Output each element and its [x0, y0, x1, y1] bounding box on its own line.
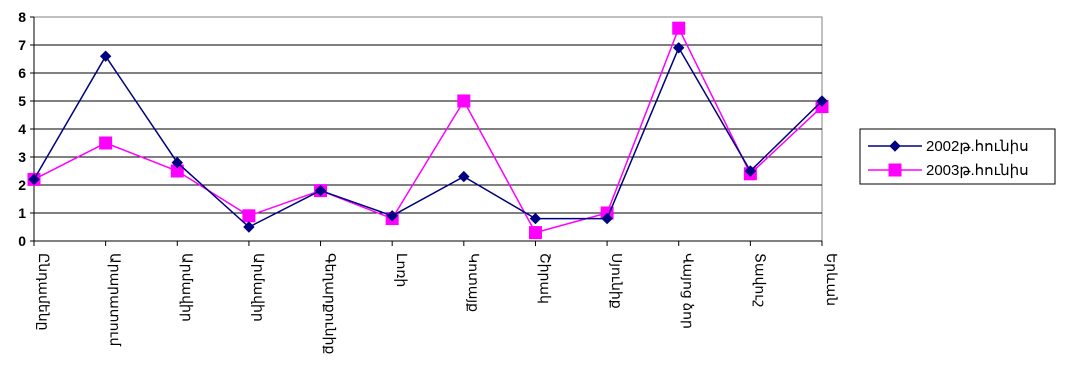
legend: 2002թ.հունիս 2003թ.հունիս — [859, 128, 1056, 185]
series-point — [314, 184, 327, 197]
y-tick-label: 1 — [18, 205, 26, 221]
x-tick-label: Կոտայք — [466, 253, 482, 312]
x-tick-label: Վայոց ձոր — [681, 253, 697, 329]
series-point — [889, 140, 901, 152]
series-point — [28, 173, 40, 186]
x-tick-label: Գեղարքունիք — [323, 253, 339, 354]
y-tick-label: 3 — [18, 149, 26, 165]
x-tick-label: Արմավիր — [179, 253, 195, 322]
series-point — [672, 21, 686, 35]
y-tick-label: 7 — [18, 37, 26, 53]
x-tick-label: Արարատում — [108, 253, 124, 347]
y-tick-label: 2 — [18, 177, 26, 193]
x-tick-label: Արմավիր — [251, 253, 267, 322]
y-tick-label: 6 — [18, 65, 26, 81]
series-point — [744, 165, 757, 177]
series-line — [33, 46, 823, 228]
legend-label: 2003թ.հունիս — [926, 162, 1029, 179]
series-point — [601, 212, 613, 225]
series-point — [673, 42, 685, 54]
series-point — [529, 212, 542, 225]
series-point — [386, 210, 398, 222]
y-tick-label: 4 — [18, 121, 26, 137]
y-tick-label: 8 — [18, 9, 26, 25]
series-point — [888, 163, 902, 177]
series-point — [458, 170, 470, 183]
series-group — [28, 42, 828, 233]
series-point — [528, 226, 542, 240]
y-tick-labels: 0 1 2 3 4 5 6 7 8 — [18, 9, 26, 249]
x-tick-label: Սյունիք — [609, 253, 625, 309]
legend-label: 2002թ.հունիս — [926, 138, 1029, 155]
y-tick-label: 5 — [18, 93, 26, 109]
series-point — [457, 94, 471, 108]
series-point — [242, 209, 256, 223]
series-line — [33, 26, 823, 234]
series-point — [99, 136, 113, 150]
series-point — [99, 50, 112, 62]
gridlines — [34, 44, 822, 214]
x-tick-label: Ընդամենը — [36, 253, 52, 331]
x-tick-label: Շիրակ — [537, 253, 553, 304]
y-tick-label: 0 — [18, 233, 26, 249]
x-tick-label: Լոռի — [394, 253, 410, 287]
series-point — [171, 156, 183, 169]
x-tick-label: Տավուշ — [752, 253, 768, 307]
series — [27, 21, 829, 240]
x-tick-label: Երևան — [824, 253, 840, 306]
series-point — [816, 95, 828, 107]
x-tick-labels: Ընդամենը Արարատում Արմավիր Արմավիր Գեղարքուն… — [36, 253, 840, 354]
series-point — [243, 221, 255, 233]
